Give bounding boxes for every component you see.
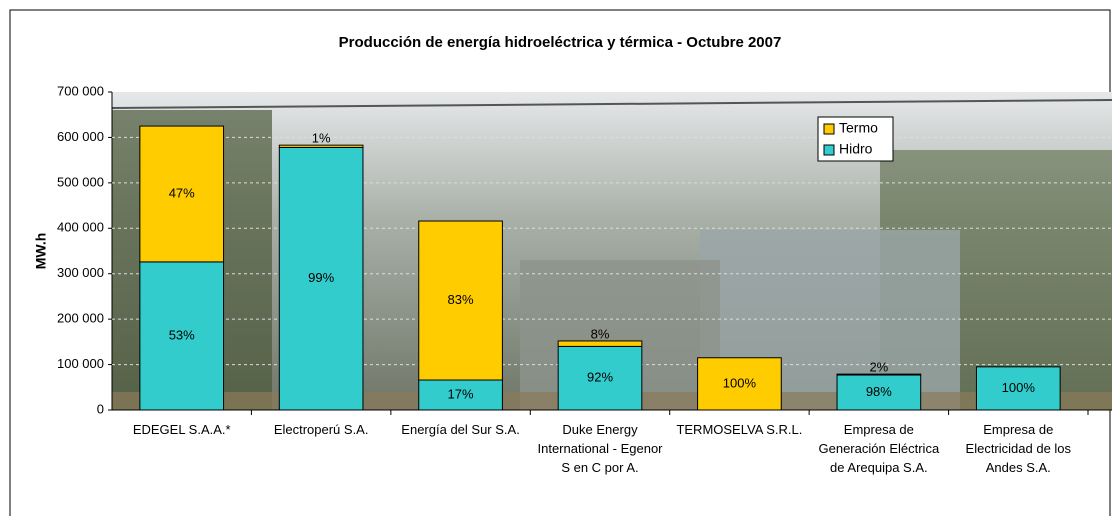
bar-segment	[139, 125, 225, 263]
x-tick-label: TERMOSELVA S.R.L.	[676, 422, 803, 437]
x-tick-label: Empresa de Generación Eléctrica de Arequ…	[818, 422, 940, 475]
y-tick-label: 700 000	[57, 83, 104, 98]
x-tick-label: Empresa de Electricidad de los Andes S.A…	[965, 422, 1072, 475]
data-label: 100%	[1002, 380, 1036, 395]
data-label: 100%	[723, 375, 757, 390]
bar-segment	[557, 345, 643, 411]
bar-segment	[975, 366, 1061, 411]
data-label: 92%	[587, 370, 613, 385]
y-tick-label: 0	[97, 401, 104, 416]
data-label: 99%	[308, 270, 334, 285]
chart-title: Producción de energía hidroeléctrica y t…	[339, 34, 782, 51]
legend-swatch	[823, 144, 835, 156]
x-tick-label: Electroperú S.A.	[273, 422, 369, 437]
x-tick-label: Energía del Sur S.A.	[401, 422, 520, 437]
y-tick-label: 200 000	[57, 311, 104, 326]
data-label: 53%	[169, 327, 195, 342]
bar-segment	[836, 373, 922, 376]
x-tick-label: Duke Energy International - Egenor S en …	[537, 422, 663, 475]
bar-segment	[557, 340, 643, 347]
bar-segment	[836, 374, 922, 411]
y-tick-label: 100 000	[57, 356, 104, 371]
x-tick-label: EDEGEL S.A.A.*	[132, 422, 231, 437]
bar-segment	[139, 261, 225, 411]
bar-segment	[278, 144, 364, 148]
data-label: 2%	[869, 360, 888, 375]
data-label: 47%	[169, 185, 195, 200]
data-label: 17%	[448, 386, 474, 401]
bar-segment	[418, 220, 503, 381]
y-axis-label: MW.h	[33, 233, 49, 270]
bar-segment	[697, 357, 782, 411]
data-label: 83%	[448, 292, 474, 307]
bar-segment	[418, 379, 503, 411]
bar-segment	[278, 146, 364, 411]
y-tick-label: 400 000	[57, 220, 104, 235]
y-tick-label: 500 000	[57, 174, 104, 189]
legend-swatch	[823, 123, 835, 135]
legend-label: Hidro	[839, 141, 873, 157]
y-tick-label: 600 000	[57, 129, 104, 144]
data-label: 1%	[312, 131, 331, 146]
y-tick-label: 300 000	[57, 265, 104, 280]
data-label: 8%	[591, 326, 610, 341]
data-label: 98%	[866, 384, 892, 399]
legend-label: Termo	[839, 120, 878, 136]
